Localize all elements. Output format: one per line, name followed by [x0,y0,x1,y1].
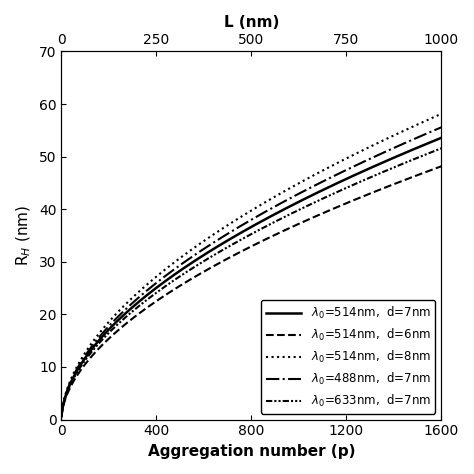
$\lambda_0$=633nm,  d=7nm [438,146,444,151]
Line: $\lambda_0$=488nm,  d=7nm: $\lambda_0$=488nm, d=7nm [62,128,441,416]
Line: $\lambda_0$=514nm,  d=7nm: $\lambda_0$=514nm, d=7nm [62,138,441,416]
X-axis label: Aggregation number (p): Aggregation number (p) [148,444,355,459]
$\lambda_0$=514nm,  d=7nm [390,155,396,161]
$\lambda_0$=514nm,  d=8nm [221,225,227,231]
$\lambda_0$=514nm,  d=8nm [59,413,64,419]
$\lambda_0$=514nm,  d=8nm [390,133,396,138]
$\lambda_0$=514nm,  d=7nm [102,331,108,337]
$\lambda_0$=514nm,  d=7nm [204,250,210,256]
X-axis label: L (nm): L (nm) [224,15,279,30]
$\lambda_0$=514nm,  d=8nm [125,300,130,305]
$\lambda_0$=488nm,  d=7nm [438,125,444,130]
$\lambda_0$=514nm,  d=8nm [204,236,210,242]
$\lambda_0$=488nm,  d=7nm [59,413,64,419]
$\lambda_0$=514nm,  d=7nm [221,240,227,246]
Line: $\lambda_0$=514nm,  d=6nm: $\lambda_0$=514nm, d=6nm [62,166,441,417]
Line: $\lambda_0$=633nm,  d=7nm: $\lambda_0$=633nm, d=7nm [62,148,441,416]
$\lambda_0$=514nm,  d=7nm [438,135,444,141]
$\lambda_0$=514nm,  d=8nm [431,114,437,120]
$\lambda_0$=514nm,  d=8nm [438,111,444,117]
$\lambda_0$=514nm,  d=6nm [431,166,437,172]
$\lambda_0$=514nm,  d=7nm [431,138,437,144]
$\lambda_0$=514nm,  d=6nm [438,164,444,169]
Line: $\lambda_0$=514nm,  d=8nm: $\lambda_0$=514nm, d=8nm [62,114,441,416]
$\lambda_0$=488nm,  d=7nm [204,244,210,249]
$\lambda_0$=633nm,  d=7nm [390,165,396,171]
$\lambda_0$=514nm,  d=8nm [102,324,108,329]
$\lambda_0$=514nm,  d=6nm [390,182,396,187]
$\lambda_0$=514nm,  d=6nm [204,267,210,273]
$\lambda_0$=488nm,  d=7nm [431,128,437,133]
Y-axis label: R$_H$ (nm): R$_H$ (nm) [15,205,33,266]
$\lambda_0$=488nm,  d=7nm [390,146,396,151]
$\lambda_0$=514nm,  d=7nm [125,309,130,314]
$\lambda_0$=514nm,  d=6nm [59,414,64,419]
Legend: $\lambda_0$=514nm,  d=7nm, $\lambda_0$=514nm,  d=6nm, $\lambda_0$=514nm,  d=8nm,: $\lambda_0$=514nm, d=7nm, $\lambda_0$=51… [261,300,436,414]
$\lambda_0$=633nm,  d=7nm [59,413,64,419]
$\lambda_0$=514nm,  d=7nm [59,413,64,419]
$\lambda_0$=633nm,  d=7nm [125,313,130,319]
$\lambda_0$=514nm,  d=6nm [102,339,108,345]
$\lambda_0$=633nm,  d=7nm [221,246,227,252]
$\lambda_0$=633nm,  d=7nm [431,148,437,154]
$\lambda_0$=514nm,  d=6nm [221,258,227,264]
$\lambda_0$=488nm,  d=7nm [221,233,227,239]
$\lambda_0$=633nm,  d=7nm [102,334,108,340]
$\lambda_0$=514nm,  d=6nm [125,319,130,325]
$\lambda_0$=488nm,  d=7nm [125,305,130,310]
$\lambda_0$=633nm,  d=7nm [204,256,210,262]
$\lambda_0$=488nm,  d=7nm [102,328,108,333]
